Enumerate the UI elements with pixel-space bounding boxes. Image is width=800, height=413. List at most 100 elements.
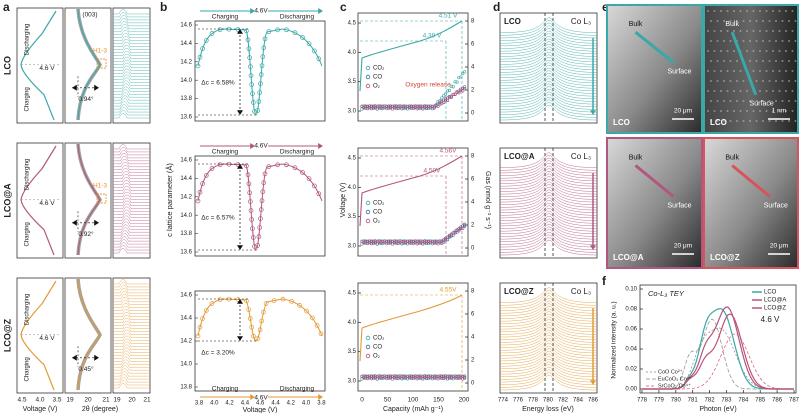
tick-label: 778 [528,398,539,404]
curve [499,234,598,250]
lattice-dot [729,40,732,42]
curve [499,287,598,303]
marker [209,31,215,36]
lattice-dot [752,10,755,12]
curve [499,239,598,256]
tick-label: 781 [688,398,699,404]
tick-label: 4.0 [210,401,219,407]
marker [415,377,419,381]
curve [113,113,150,119]
lattice-dot [785,50,787,52]
lattice-dot [736,120,738,122]
tick-label: 0.10 [625,287,637,293]
lattice-dot [723,100,725,102]
marker [463,224,467,228]
sample-label: LCO@Z [504,287,534,296]
marker [261,309,266,315]
marker [250,235,256,240]
label: Discharging [25,159,31,191]
curve [113,314,150,320]
tick-label: 4.0 [348,320,357,326]
edge-label: Co L₃ [571,152,591,161]
marker [371,376,376,380]
label: Charging [212,149,239,156]
lattice-dot [749,120,751,122]
tick-label: 0.04 [625,347,637,353]
curve [499,313,598,330]
marker [444,92,448,96]
panel-label: c [340,0,347,14]
curve [499,303,598,319]
sample-label: LCO [504,17,521,26]
marker [256,234,262,239]
marker [259,63,265,69]
curve [499,88,598,105]
curve [113,86,150,92]
curve [113,74,150,80]
tick-label: 4.4 [241,401,250,407]
lattice-dot [707,50,709,52]
curve [113,197,150,203]
marker [459,75,463,79]
marker [371,374,376,378]
lattice-dot [765,110,768,112]
curve [113,165,150,171]
marker [392,239,396,243]
marker [255,336,261,341]
tick-label: 3.0 [348,379,357,385]
curve [499,33,598,49]
tick-label: 21 [102,397,110,404]
marker [419,239,423,243]
axis-label: Voltage (V) [23,406,58,413]
scale-bar-label: 1 nm [772,108,786,115]
tick-label: 785 [755,398,766,404]
lattice-dot [716,20,719,22]
legend-marker [365,83,371,89]
lattice-dot [788,80,790,82]
marker [394,376,398,380]
marker [362,106,366,110]
marker [203,38,209,43]
marker [419,374,423,378]
curve [642,313,794,390]
marker [442,94,446,98]
marker [463,70,467,74]
legend-marker [365,335,371,341]
tick-label: 784 [573,398,584,404]
arrow-head [318,394,323,400]
lattice-dot [707,110,709,112]
sample-label: LCO@A [613,253,644,262]
legend-label: LCO@A [764,298,786,304]
lattice-dot [775,40,777,42]
lattice-dot [768,120,771,122]
curve [499,361,598,378]
marker [411,240,415,244]
tick-label: 8 [471,154,475,160]
lattice-dot [775,20,777,22]
marker [360,374,364,378]
marker [453,80,457,84]
legend-marker [365,344,371,350]
marker [451,231,455,235]
lattice-dot [775,120,777,122]
marker [447,233,452,238]
curve [499,237,598,253]
lattice-dot [781,20,784,22]
annotation: 4.55V [440,287,458,294]
tick-label: 4.2 [225,401,234,407]
marker [407,106,412,110]
lattice-dot [759,90,761,92]
curve [499,78,598,94]
marker [444,98,448,103]
edge-label: Co L₃ [571,287,591,296]
lattice-dot [759,30,761,32]
marker [436,377,440,381]
curve [359,294,463,362]
tick-label: 2 [471,358,475,364]
marker [362,374,366,378]
curve [113,173,150,179]
marker [377,105,381,109]
lattice-dot [785,10,787,12]
marker [262,36,268,42]
lattice-dot [785,110,787,112]
